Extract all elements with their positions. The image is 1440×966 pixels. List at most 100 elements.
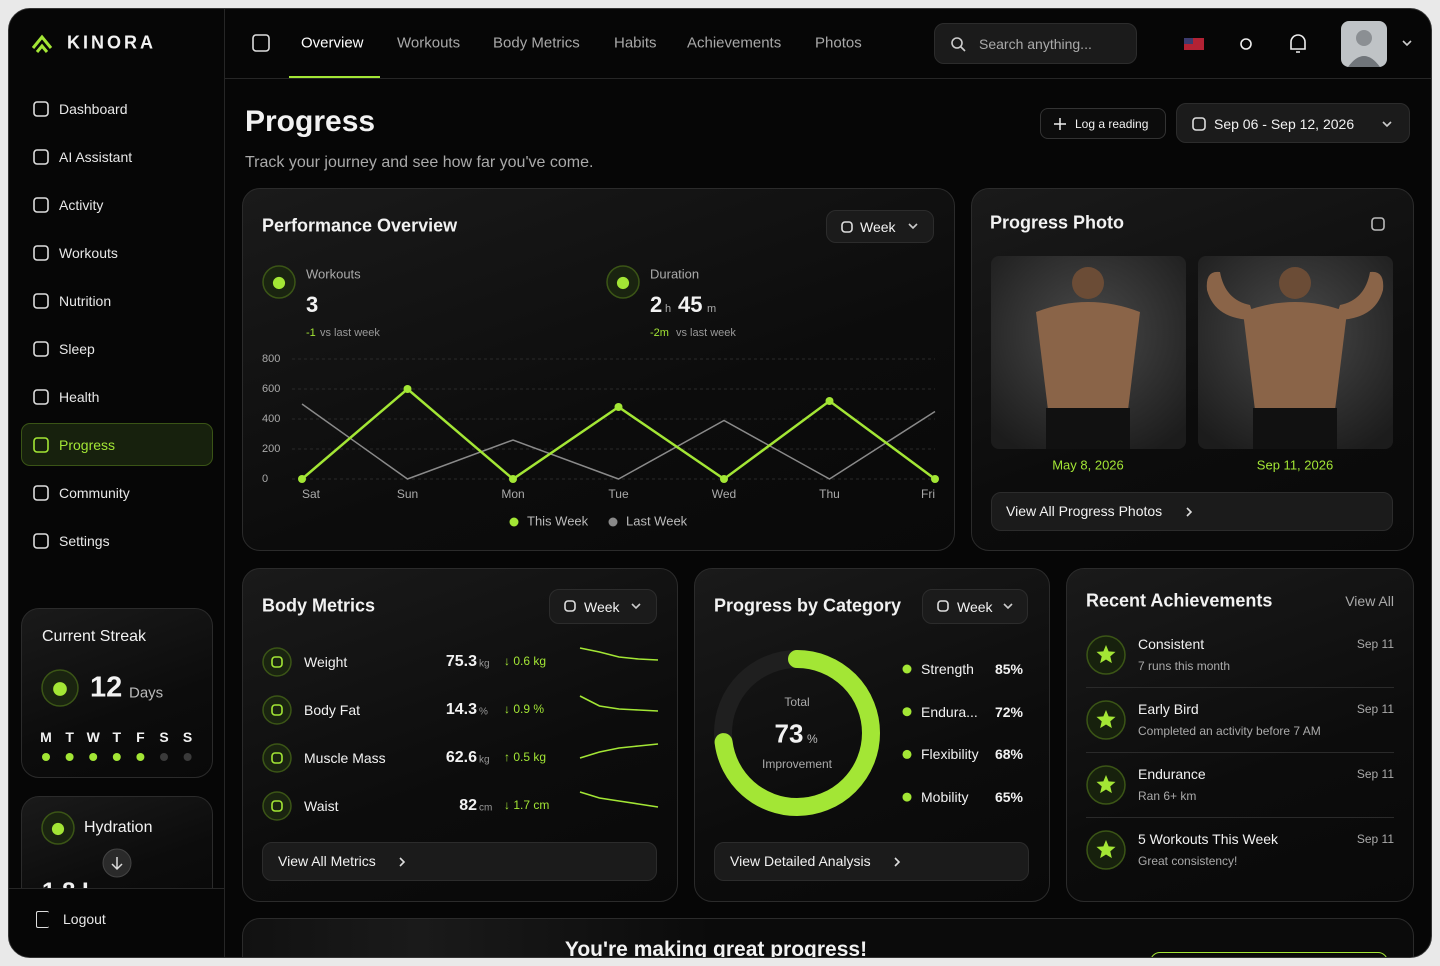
stat-change: -1 [306, 327, 316, 339]
card-title: Progress Photo [990, 212, 1125, 233]
metric-unit: kg [479, 754, 490, 766]
page-title: Progress [245, 105, 376, 138]
achievement-date: Sep 11 [1356, 767, 1394, 781]
divider [1086, 752, 1394, 753]
category-value: 85% [994, 661, 1023, 677]
metric-value: 82 [459, 797, 477, 814]
achievement-title: Early Bird [1138, 701, 1199, 717]
stat-note: vs last week [320, 327, 380, 339]
topbar [225, 9, 1431, 79]
streak-day: S [182, 729, 193, 745]
metric-unit: kg [479, 658, 490, 670]
link-label: View Detailed Analysis [730, 853, 871, 869]
category-name: Mobility [921, 789, 969, 806]
nav-item[interactable]: Community [59, 485, 130, 501]
tab[interactable]: Photos [815, 34, 862, 52]
category-name: Strength [921, 661, 974, 677]
category-link[interactable] [714, 842, 1029, 881]
legend-label: This Week [527, 513, 589, 529]
y-tick-label: 400 [262, 413, 281, 425]
page-subtitle: Track your journey and see how far you'v… [245, 154, 594, 171]
streak-day: S [159, 729, 169, 745]
category-value: 65% [994, 789, 1023, 806]
donut-value: 73 [774, 718, 804, 749]
streak-day: W [86, 729, 100, 745]
period-label: Week [860, 219, 896, 235]
achievement-date: Sep 11 [1356, 832, 1394, 846]
achievement-title: Consistent [1138, 636, 1205, 652]
streak-day: T [112, 729, 122, 745]
achievement-title: 5 Workouts This Week [1138, 831, 1279, 847]
date-button[interactable] [1176, 103, 1410, 143]
streak-unit: Days [129, 684, 164, 702]
app: KINORA Dashboard AI Assistant Activity Worko… [9, 9, 1431, 958]
link-label: View All Progress Photos [1006, 503, 1163, 519]
banner-button[interactable] [1150, 952, 1388, 957]
nav-item[interactable]: Sleep [59, 341, 95, 357]
streak-value: 12 [90, 671, 123, 704]
nav-active [21, 423, 213, 466]
banner-card [242, 918, 1414, 957]
achievement-desc: Completed an activity before 7 AM [1138, 724, 1321, 738]
metric-name: Muscle Mass [304, 750, 386, 766]
metric-change: ↓ 1.7 cm [504, 798, 550, 812]
metric-unit: cm [479, 802, 493, 814]
streak-day: F [136, 729, 145, 745]
stat-value: 2 [650, 292, 663, 317]
x-tick-label: Thu [819, 487, 840, 501]
y-tick-label: 600 [262, 383, 281, 395]
log-button-label: Log a reading [1075, 117, 1149, 131]
nav-item[interactable]: Dashboard [59, 101, 128, 117]
logout[interactable]: Logout [63, 911, 106, 927]
nav-item[interactable]: Nutrition [59, 293, 112, 309]
view-all[interactable]: View All [1345, 593, 1394, 609]
achievement-desc: Great consistency! [1138, 854, 1238, 868]
search-placeholder: Search anything... [979, 36, 1092, 52]
metric-name: Waist [304, 798, 339, 814]
divider [1086, 687, 1394, 688]
metric-unit: % [479, 706, 488, 718]
stat-unit: h [665, 303, 672, 315]
nav-item[interactable]: Health [59, 389, 100, 405]
metric-name: Weight [304, 654, 348, 670]
logout-icon [36, 911, 49, 928]
y-tick-label: 800 [262, 353, 281, 365]
stat-label: Workouts [306, 266, 361, 282]
tab[interactable]: Achievements [687, 34, 782, 52]
banner-title: You're making great progress! [564, 938, 868, 958]
metric-value: 14.3 [445, 701, 477, 718]
x-tick-label: Wed [711, 487, 737, 501]
card-title: Performance Overview [262, 215, 458, 236]
logout-area [9, 888, 224, 957]
metric-change: ↑ 0.5 kg [504, 750, 547, 764]
metrics-link[interactable] [262, 842, 657, 881]
streak-day: T [65, 729, 74, 745]
card-title: Progress by Category [714, 595, 902, 616]
search-box[interactable] [934, 23, 1137, 64]
metric-value: 62.6 [445, 749, 477, 766]
nav-item[interactable]: Progress [59, 437, 116, 453]
hydration-title: Hydration [84, 819, 153, 836]
x-tick-label: Mon [501, 487, 525, 501]
stat-label: Duration [650, 266, 700, 282]
achievement-date: Sep 11 [1356, 637, 1394, 651]
donut-unit: % [807, 732, 818, 746]
tab[interactable]: Habits [614, 34, 657, 52]
metric-change: ↓ 0.6 kg [504, 654, 547, 668]
tab[interactable]: Workouts [397, 34, 461, 52]
x-tick-label: Tue [608, 487, 629, 501]
tab-underline [289, 76, 380, 78]
performance-card [242, 188, 955, 551]
x-tick-label: Fri [921, 487, 935, 501]
nav-item[interactable]: Activity [59, 197, 104, 213]
x-tick-label: Sun [396, 487, 419, 501]
nav-item[interactable]: Workouts [59, 245, 118, 261]
tab[interactable]: Body Metrics [493, 34, 580, 52]
link-label: View All Metrics [278, 853, 376, 869]
tab[interactable]: Overview [301, 34, 364, 52]
nav-item[interactable]: Settings [59, 533, 110, 549]
y-tick-label: 0 [262, 473, 269, 485]
brand: KINORA [67, 32, 156, 53]
nav-item[interactable]: AI Assistant [59, 149, 133, 165]
